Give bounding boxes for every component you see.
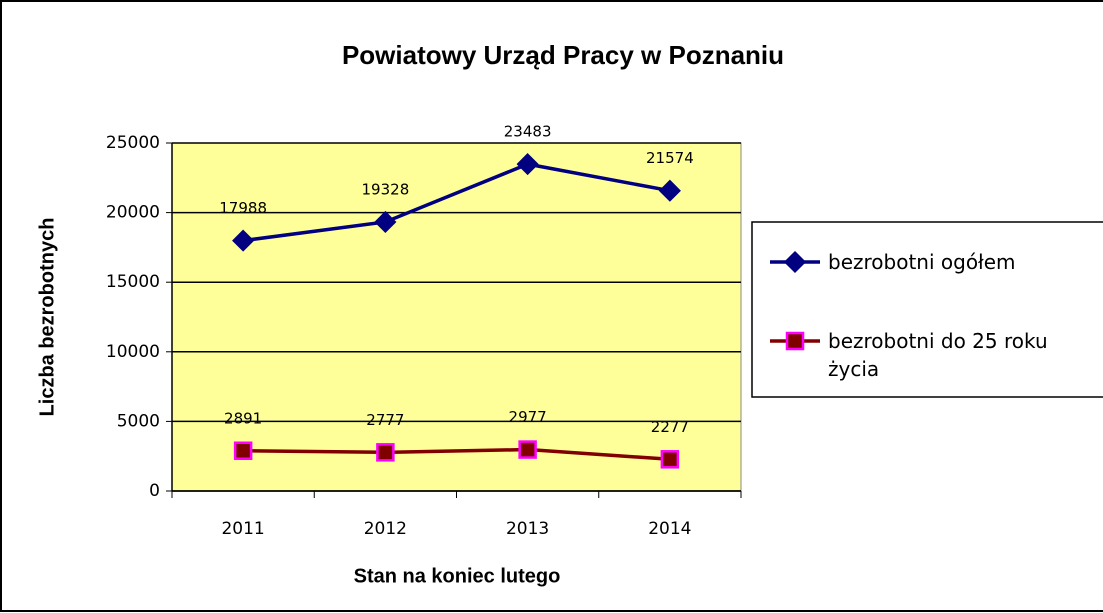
x-axis-label: Stan na koniec lutego	[354, 565, 561, 587]
y-tick-label: 0	[149, 481, 160, 501]
point	[376, 443, 395, 462]
point	[233, 441, 253, 461]
point	[660, 450, 680, 469]
plot-area	[171, 142, 742, 492]
legend-marker	[783, 250, 807, 274]
x-tick-label: 2012	[364, 519, 407, 539]
x-tick-label: 2013	[506, 519, 549, 539]
y-tick-label: 25000	[106, 133, 160, 153]
y-tick-label: 15000	[106, 272, 160, 292]
y-tick-label: 10000	[106, 342, 160, 362]
point	[658, 179, 681, 202]
data-label: 21574	[646, 149, 694, 167]
point	[232, 229, 255, 252]
data-label: 17988	[219, 199, 267, 217]
x-tick-label: 2011	[221, 519, 264, 539]
data-label: 2777	[366, 411, 404, 429]
y-tick-label: 5000	[117, 411, 160, 431]
data-label: 2977	[509, 408, 547, 426]
data-label: 19328	[362, 180, 410, 198]
legend-label: bezrobotni ogółem	[828, 250, 1016, 274]
series-line	[243, 447, 670, 462]
y-tick-label: 20000	[106, 203, 160, 223]
series-line	[242, 162, 671, 243]
x-tick-label: 2014	[648, 519, 691, 539]
point	[374, 210, 397, 234]
data-label: 2277	[651, 418, 689, 436]
legend-label: bezrobotni do 25 roku życia	[828, 329, 1048, 381]
point	[516, 153, 539, 176]
y-axis-label: Liczba bezrobotnych	[36, 218, 58, 417]
data-label: 2891	[224, 409, 262, 427]
legend-marker	[785, 331, 805, 351]
data-label: 23483	[504, 123, 552, 141]
chart-title: Powiatowy Urząd Pracy w Poznaniu	[342, 40, 784, 70]
point	[518, 440, 537, 459]
legend-box	[751, 221, 1103, 398]
